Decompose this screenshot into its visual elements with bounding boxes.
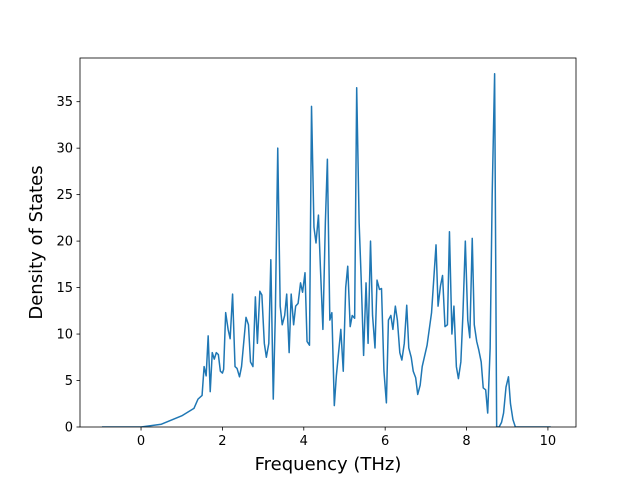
y-tick-label: 25 bbox=[56, 188, 73, 203]
y-tick-label: 15 bbox=[56, 281, 73, 296]
y-tick-label: 0 bbox=[65, 421, 73, 436]
axes-frame bbox=[79, 57, 577, 428]
y-tick-label: 5 bbox=[65, 374, 73, 389]
x-tick-label: 4 bbox=[300, 434, 308, 449]
y-axis-label: Density of States bbox=[26, 165, 47, 319]
x-axis-label: Frequency (THz) bbox=[255, 454, 402, 475]
y-tick-label: 10 bbox=[56, 328, 73, 343]
x-tick-label: 2 bbox=[218, 434, 226, 449]
dos-line bbox=[101, 73, 551, 427]
x-tick-label: 6 bbox=[381, 434, 389, 449]
plot-area bbox=[101, 73, 551, 427]
y-tick-label: 30 bbox=[56, 142, 73, 157]
y-tick-label: 20 bbox=[56, 235, 73, 250]
y-tick-label: 35 bbox=[56, 95, 73, 110]
x-tick-label: 10 bbox=[540, 434, 557, 449]
x-tick-label: 8 bbox=[462, 434, 470, 449]
x-tick-label: 0 bbox=[137, 434, 145, 449]
